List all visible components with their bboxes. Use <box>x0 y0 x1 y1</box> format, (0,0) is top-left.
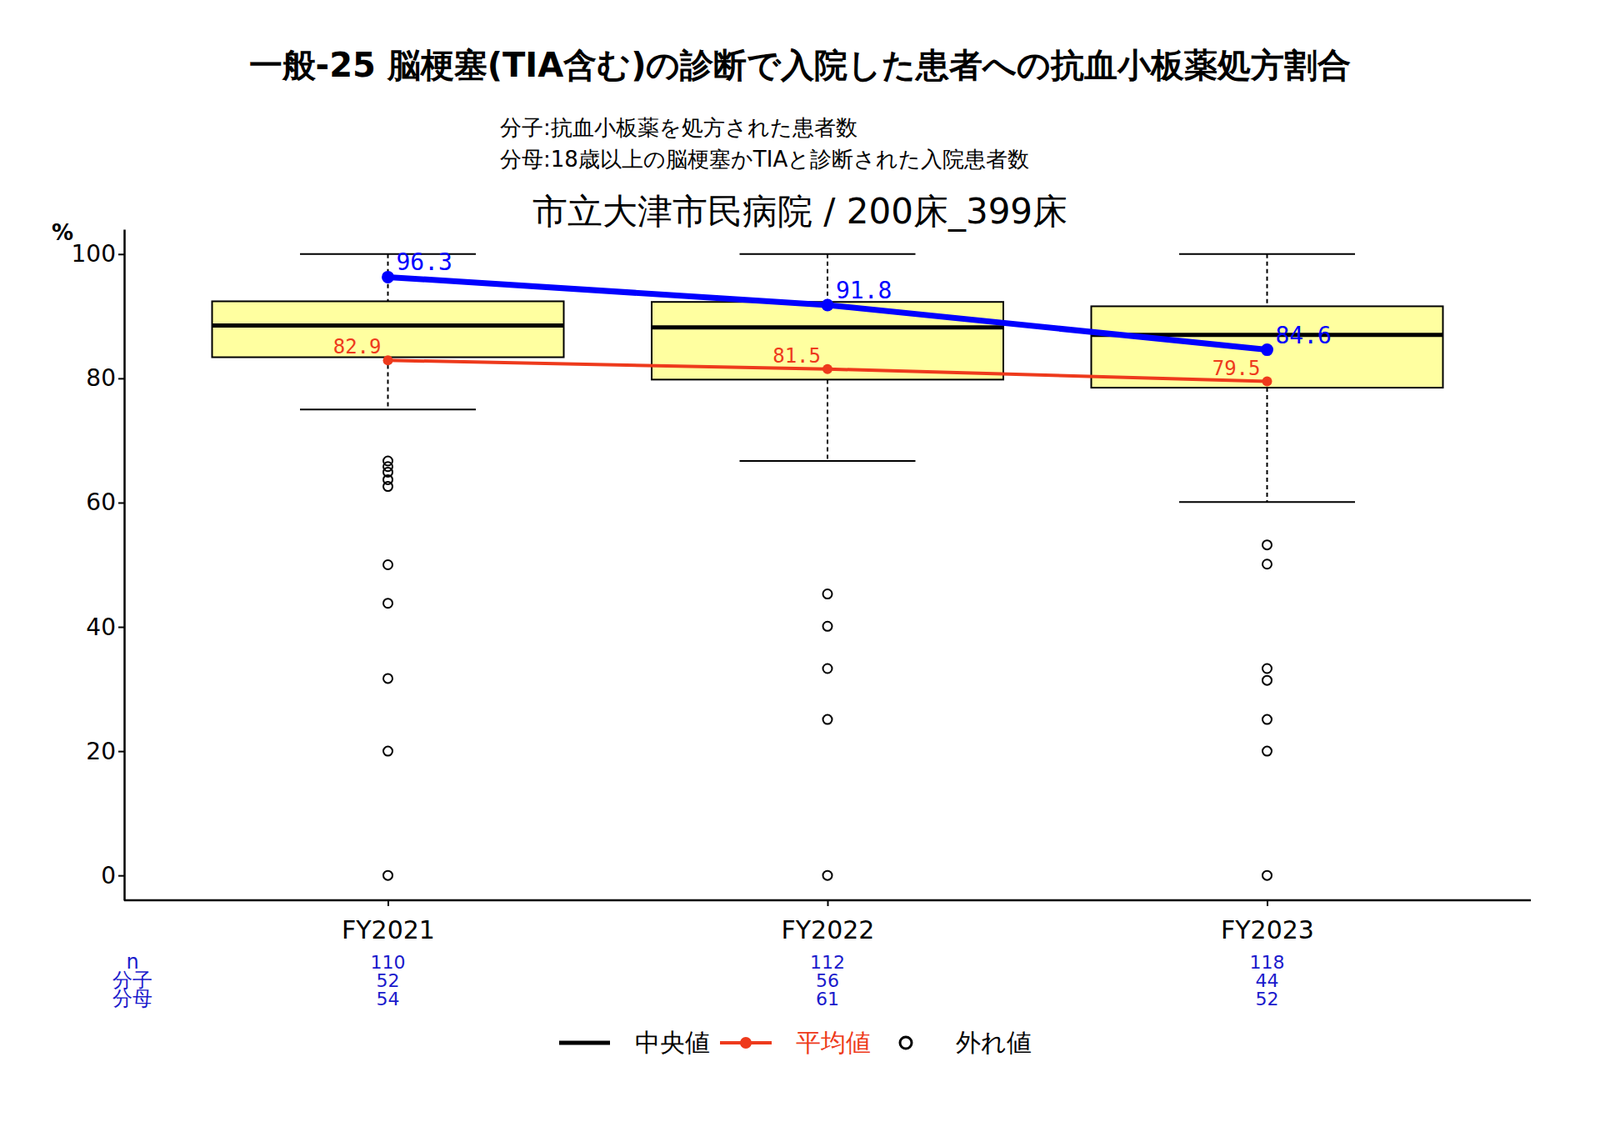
legend: 中央値 平均値 外れ値 <box>559 1027 1032 1057</box>
subtitle: 市立大津市民病院 / 200床_399床 <box>532 190 1068 232</box>
whisker-cap-high <box>1179 253 1355 255</box>
outlier <box>383 746 393 756</box>
y-tick: 40 <box>85 612 125 640</box>
x-tick-label: FY2021 <box>341 915 435 945</box>
y-tick-label: 60 <box>85 488 116 516</box>
whisker-low <box>826 379 829 461</box>
table-cell: 54 <box>376 988 400 1010</box>
data-label: 91.8 <box>835 276 892 305</box>
outlier <box>383 870 393 880</box>
table-cell: 61 <box>815 988 840 1010</box>
y-tick-label: 40 <box>85 612 116 640</box>
series-point <box>822 364 833 375</box>
y-tick-mark <box>118 253 125 255</box>
outlier <box>383 598 393 608</box>
legend-label: 中央値 <box>635 1027 710 1057</box>
outlier <box>383 673 393 683</box>
y-tick: 0 <box>100 861 125 890</box>
title: 一般-25 脳梗塞(TIA含む)の診断で入院した患者への抗血小板薬処方割合 <box>249 45 1352 85</box>
series-point <box>383 355 394 365</box>
y-axis-title: % <box>51 220 74 245</box>
outlier <box>823 870 833 880</box>
y-tick-label: 80 <box>85 364 116 392</box>
plot-area <box>212 254 1444 880</box>
data-label: 82.9 <box>333 335 382 359</box>
whisker-cap-low <box>300 408 476 410</box>
y-tick: 60 <box>85 488 125 516</box>
x-tick-mark <box>1266 900 1269 906</box>
series-point <box>1260 343 1274 356</box>
legend-outlier-symbol <box>900 1036 912 1049</box>
y-tick-mark <box>118 750 125 753</box>
legend-mean-marker <box>740 1036 752 1049</box>
outlier <box>1262 559 1272 569</box>
y-tick-mark <box>118 377 125 380</box>
series-line <box>388 276 1268 350</box>
whisker-high <box>826 254 829 302</box>
outlier <box>823 589 833 599</box>
median <box>212 323 565 328</box>
outlier <box>1262 715 1272 725</box>
table-cell: 52 <box>1255 988 1280 1010</box>
outlier <box>823 715 833 725</box>
outlier <box>383 560 393 570</box>
annotation: 分母:18歳以上の脳梗塞かTIAと診断された入院患者数 <box>500 146 1030 172</box>
x-tick-label: FY2022 <box>781 915 875 945</box>
y-tick: 20 <box>85 737 125 765</box>
y-tick-mark <box>118 626 125 629</box>
y-tick: 80 <box>85 364 125 392</box>
legend-label: 平均値 <box>795 1027 871 1057</box>
x-tick-mark <box>387 900 390 906</box>
box-group <box>651 254 1004 880</box>
box-group <box>212 254 565 880</box>
count-table: n110112118分子525644分母546152 <box>112 950 1285 1010</box>
box <box>212 300 565 357</box>
y-tick: 100 <box>71 240 125 268</box>
x-tick-mark <box>827 900 830 906</box>
x-tick: FY2021 <box>341 900 435 945</box>
y-axis-line <box>123 230 126 901</box>
table-row-label: 分母 <box>112 986 153 1010</box>
series-line <box>388 360 1268 381</box>
median <box>651 325 1004 330</box>
box-group <box>1091 254 1444 880</box>
data-label: 81.5 <box>772 344 821 368</box>
box <box>1091 305 1444 388</box>
outlier <box>1262 663 1272 673</box>
annotation: 分子:抗血小板薬を処方された患者数 <box>500 115 858 140</box>
whisker-cap-high <box>740 253 916 255</box>
whisker-high <box>1266 254 1269 307</box>
outlier <box>1262 675 1272 685</box>
legend-label: 外れ値 <box>955 1027 1032 1057</box>
series-point <box>1262 376 1273 387</box>
y-axis: 0 20 40 60 80 100 <box>71 230 125 901</box>
y-tick-label: 100 <box>71 240 116 268</box>
x-tick: FY2022 <box>781 900 875 945</box>
series-point <box>821 298 835 311</box>
legend-median-symbol <box>559 1040 610 1045</box>
y-tick-label: 20 <box>85 737 116 765</box>
series-point <box>381 270 395 284</box>
y-tick-mark <box>118 501 125 504</box>
y-tick-mark <box>118 875 125 877</box>
whisker-cap-low <box>1179 500 1355 503</box>
data-label: 84.6 <box>1275 321 1332 350</box>
whisker-cap-low <box>740 460 916 462</box>
outlier <box>823 621 833 631</box>
outlier <box>1262 746 1272 756</box>
x-tick: FY2023 <box>1220 900 1315 945</box>
y-tick-label: 0 <box>100 861 116 890</box>
data-label: 79.5 <box>1212 356 1261 380</box>
data-label: 96.3 <box>396 248 453 276</box>
outlier <box>1262 540 1272 550</box>
outlier <box>1262 870 1272 880</box>
chart: 一般-25 脳梗塞(TIA含む)の診断で入院した患者への抗血小板薬処方割合分子:… <box>0 0 1600 1132</box>
data-labels: 82.9 81.5 79.5 96.3 91.8 84.6 <box>333 248 1332 380</box>
outlier <box>823 663 833 673</box>
whisker-low <box>1266 387 1269 502</box>
outlier <box>383 481 393 491</box>
x-axis: FY2021 FY2022 FY2023 <box>124 900 1531 945</box>
x-tick-label: FY2023 <box>1220 915 1315 945</box>
